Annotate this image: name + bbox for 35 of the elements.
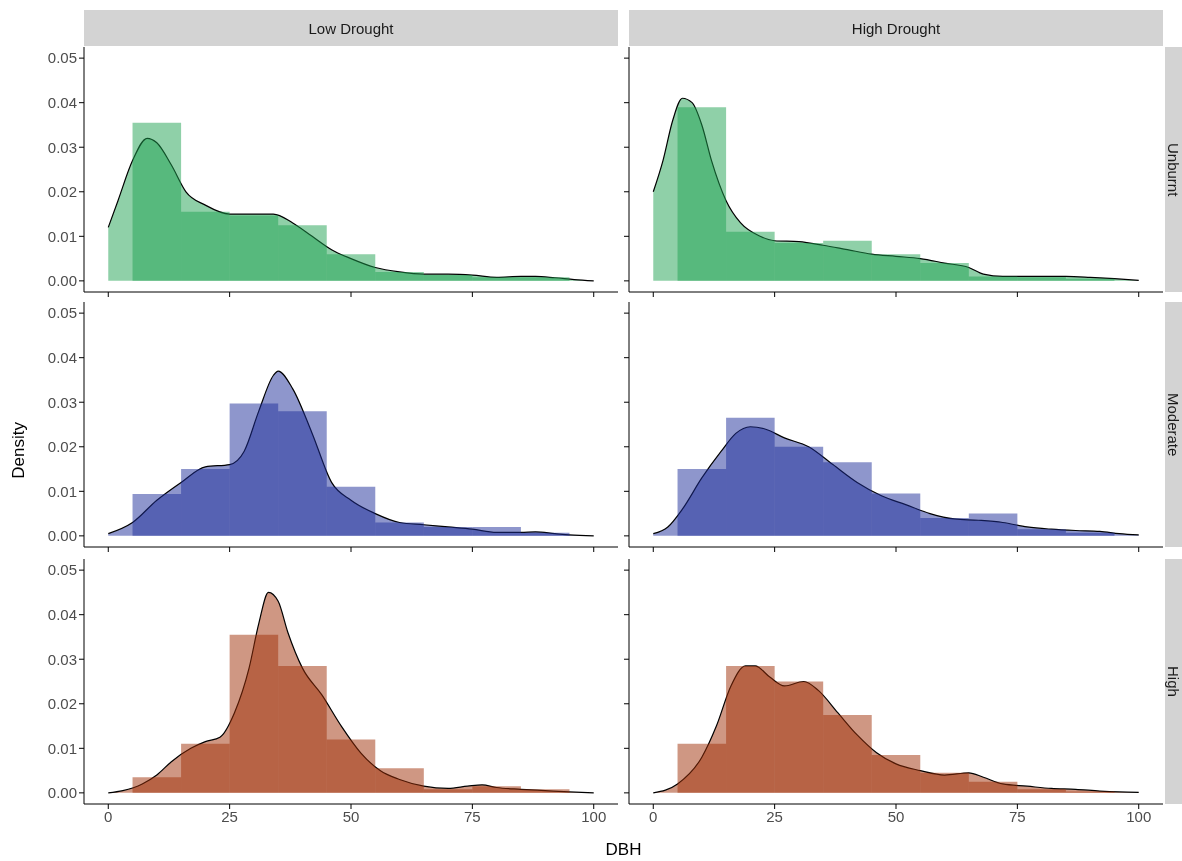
y-tick-label: 0.04	[47, 349, 77, 367]
x-tick-label: 0	[649, 807, 658, 825]
y-tick-label: 0.01	[47, 739, 77, 757]
y-tick-label: 0.00	[47, 272, 77, 290]
x-tick-label: 75	[1009, 807, 1026, 825]
chart-title: High Drought	[629, 10, 1163, 46]
x-tick-label: 25	[221, 807, 238, 825]
x-tick-label: 50	[887, 807, 905, 825]
y-tick-label: 0.04	[47, 606, 77, 624]
y-tick-label: 0.03	[47, 650, 77, 668]
y-tick-label: 0.00	[47, 527, 77, 545]
y-tick-label: 0.04	[47, 94, 77, 112]
y-tick-label: 0.05	[47, 561, 77, 579]
y-tick-label: 0.05	[47, 304, 77, 322]
y-tick-label: 0.02	[47, 183, 77, 201]
y-axis-title: Density	[9, 421, 29, 479]
y-tick-label: 0.00	[47, 784, 77, 802]
y-tick-label: 0.01	[47, 227, 77, 245]
x-axis-title: DBH	[604, 840, 643, 860]
y-tick-label: 0.02	[47, 438, 77, 456]
chart-title: Low Drought	[84, 10, 618, 46]
y-tick-label: 0.05	[47, 49, 77, 67]
y2-axis-title: Moderate	[1165, 392, 1182, 457]
x-tick-label: 25	[766, 807, 783, 825]
y2-axis-title: High	[1165, 666, 1182, 697]
y-tick-label: 0.03	[47, 393, 77, 411]
x-tick-label: 100	[581, 807, 607, 825]
x-tick-label: 100	[1126, 807, 1152, 825]
y-tick-label: 0.02	[47, 695, 77, 713]
x-tick-label: 50	[342, 807, 360, 825]
x-tick-label: 75	[464, 807, 481, 825]
x-tick-label: 0	[104, 807, 113, 825]
y-tick-label: 0.03	[47, 138, 77, 156]
y2-axis-title: Unburnt	[1165, 142, 1182, 197]
y-tick-label: 0.01	[47, 482, 77, 500]
